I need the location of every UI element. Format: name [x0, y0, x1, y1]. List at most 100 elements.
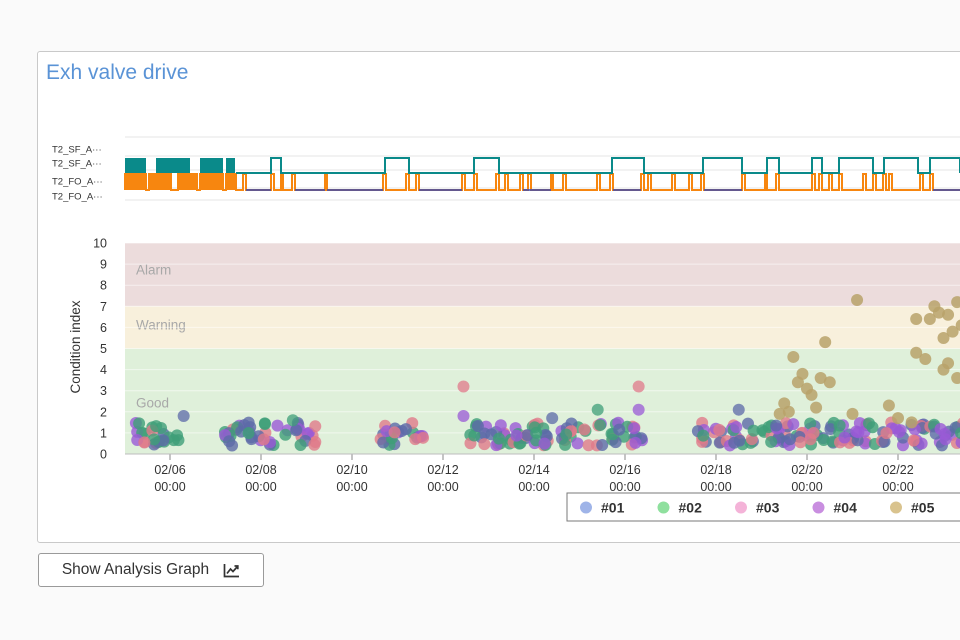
x-tick-label: 00:00: [609, 480, 640, 494]
data-point: [242, 427, 255, 440]
y-tick-label: 10: [93, 237, 107, 251]
data-point: [846, 407, 859, 420]
legend-label[interactable]: #04: [834, 500, 858, 516]
data-point: [938, 427, 951, 440]
data-point: [910, 346, 923, 359]
x-tick-label: 02/22: [882, 463, 913, 477]
data-point: [594, 419, 607, 432]
data-point: [596, 439, 609, 452]
x-tick-label: 00:00: [427, 480, 458, 494]
fo-signal-block: [149, 174, 171, 190]
data-point: [773, 407, 786, 420]
data-point: [833, 419, 846, 432]
data-point: [955, 319, 960, 332]
show-analysis-graph-label: Show Analysis Graph: [61, 561, 210, 578]
band-label: Good: [136, 395, 169, 410]
data-point: [157, 434, 170, 447]
data-point: [582, 439, 595, 452]
legend-label[interactable]: #05: [911, 500, 935, 516]
sf-signal-block: [226, 158, 235, 173]
data-point: [905, 416, 918, 429]
legend-label[interactable]: #03: [756, 500, 780, 516]
y-tick-label: 5: [100, 342, 107, 356]
sf-signal-block: [125, 158, 146, 173]
x-tick-label: 00:00: [700, 480, 731, 494]
data-point: [784, 433, 797, 446]
x-tick-label: 02/18: [700, 463, 731, 477]
data-point: [492, 432, 505, 445]
data-point: [457, 380, 470, 393]
data-point: [923, 312, 936, 325]
data-point: [770, 419, 783, 432]
data-point: [946, 325, 959, 338]
x-tick-label: 02/12: [427, 463, 458, 477]
data-point: [629, 436, 642, 449]
data-point: [632, 380, 645, 393]
legend-swatch: [890, 501, 902, 514]
fo-signal-block: [226, 174, 236, 190]
data-point: [171, 429, 184, 442]
y-tick-label: 6: [100, 321, 107, 335]
data-point: [932, 306, 945, 319]
legend-swatch: [580, 501, 592, 514]
legend-label[interactable]: #02: [679, 500, 703, 516]
data-point: [730, 420, 743, 433]
data-point: [290, 424, 303, 437]
data-point: [951, 372, 960, 385]
data-point: [823, 376, 836, 389]
legend-swatch: [735, 501, 747, 514]
data-point: [804, 417, 817, 430]
sf-signal-block: [156, 158, 190, 173]
data-point: [852, 426, 865, 439]
signal-label: T2_FO_A···: [52, 192, 103, 203]
x-tick-label: 02/14: [518, 463, 549, 477]
data-point: [955, 427, 960, 439]
data-point: [591, 403, 604, 416]
y-tick-label: 1: [100, 426, 107, 440]
data-point: [765, 435, 778, 448]
y-tick-label: 2: [100, 405, 107, 419]
data-point: [258, 417, 271, 430]
x-tick-label: 00:00: [336, 480, 367, 494]
data-point: [279, 428, 292, 441]
data-point: [271, 419, 284, 432]
x-tick-label: 02/16: [609, 463, 640, 477]
data-point: [942, 308, 955, 321]
data-point: [538, 437, 551, 450]
data-point: [457, 410, 470, 423]
data-point: [478, 438, 491, 451]
x-tick-label: 00:00: [518, 480, 549, 494]
x-tick-label: 00:00: [791, 480, 822, 494]
data-point: [628, 422, 641, 435]
y-axis-label: Condition index: [68, 300, 83, 393]
y-tick-label: 7: [100, 300, 107, 314]
data-point: [728, 436, 741, 449]
data-point: [388, 426, 401, 439]
y-tick-label: 0: [100, 448, 107, 462]
data-point: [787, 418, 800, 431]
y-tick-label: 8: [100, 279, 107, 293]
data-point: [787, 350, 800, 363]
data-point: [177, 410, 190, 423]
show-analysis-graph-button[interactable]: Show Analysis Graph: [38, 553, 264, 587]
data-point: [546, 412, 559, 425]
band-alarm: [125, 243, 960, 307]
data-point: [910, 312, 923, 325]
y-tick-label: 3: [100, 384, 107, 398]
data-point: [133, 417, 146, 430]
data-point: [286, 414, 299, 427]
data-point: [308, 438, 321, 451]
data-point: [560, 428, 573, 441]
sf-signal-line: [236, 157, 960, 174]
data-point: [817, 433, 830, 446]
data-point: [530, 426, 543, 439]
data-point: [510, 429, 523, 442]
legend-label[interactable]: #01: [601, 500, 625, 516]
y-tick-label: 4: [100, 363, 107, 377]
data-point: [794, 436, 807, 449]
signal-label: T2_SF_A···: [52, 159, 102, 170]
x-tick-label: 02/20: [791, 463, 822, 477]
signal-label: T2_SF_A···: [52, 145, 102, 156]
data-point: [468, 429, 481, 442]
